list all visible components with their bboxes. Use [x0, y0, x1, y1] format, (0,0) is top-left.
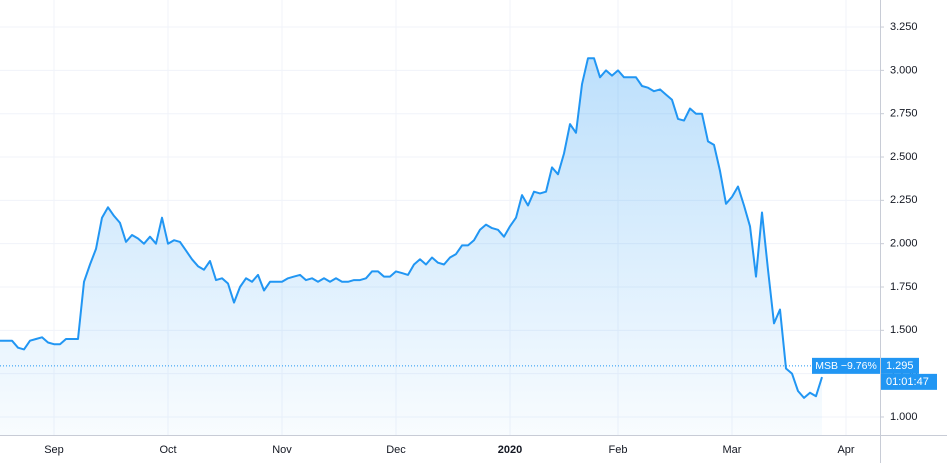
y-tick-label: 1.000 [890, 411, 918, 423]
price-label: 1.295 [886, 360, 914, 372]
x-tick-label: Mar [723, 444, 742, 456]
x-tick-label: Feb [609, 444, 628, 456]
symbol-label: MSB −9.76% [815, 360, 877, 372]
x-tick-label: Nov [272, 444, 292, 456]
x-tick-label: Oct [159, 444, 176, 456]
price-badge [881, 357, 919, 374]
change: −9.76% [841, 360, 877, 372]
x-tick-label: 2020 [498, 444, 522, 456]
time-label: 01:01:47 [886, 376, 929, 388]
price-line [0, 57, 823, 399]
y-tick-label: 1.750 [890, 281, 918, 293]
y-tick-label: 2.500 [890, 151, 918, 163]
x-tick-label: Sep [44, 444, 64, 456]
x-tick-label: Apr [837, 444, 854, 456]
area-fill [0, 58, 822, 435]
y-tick-label: 2.000 [890, 238, 918, 250]
y-tick-label: 2.750 [890, 108, 918, 120]
y-tick-label: 3.000 [890, 64, 918, 76]
x-tick-label: Dec [386, 444, 406, 456]
time-badge [881, 373, 937, 390]
y-tick-label: 2.250 [890, 194, 918, 206]
y-tick-label: 1.500 [890, 324, 918, 336]
symbol: MSB [815, 360, 838, 372]
symbol-badge [812, 357, 880, 374]
y-tick-label: 3.250 [890, 21, 918, 33]
